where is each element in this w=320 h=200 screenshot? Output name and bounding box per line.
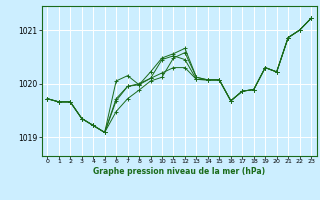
X-axis label: Graphe pression niveau de la mer (hPa): Graphe pression niveau de la mer (hPa) [93, 167, 265, 176]
